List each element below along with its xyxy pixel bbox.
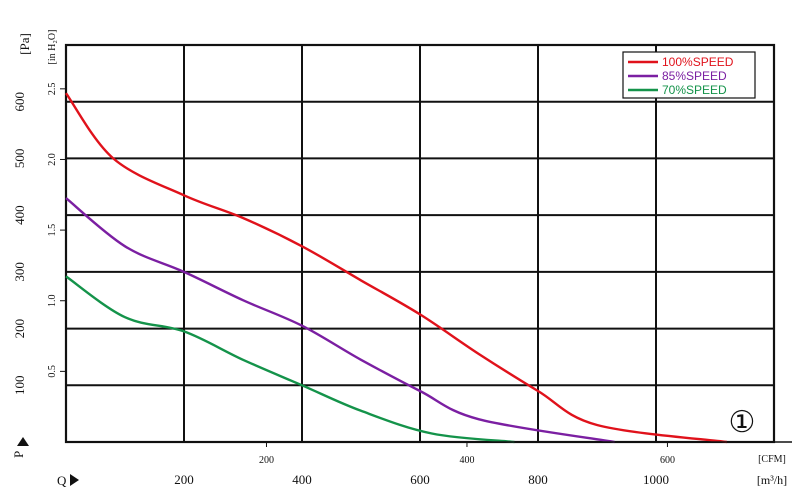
y-axis-letter: P xyxy=(11,451,26,458)
y-tick-label-inh2o: 1.5 xyxy=(47,224,58,237)
y-unit-pa: [Pa] xyxy=(17,33,32,55)
x-tick-label-m3h: 400 xyxy=(292,472,312,487)
y-tick-label-inh2o: 2.0 xyxy=(47,153,58,166)
x-tick-label-m3h: 800 xyxy=(528,472,548,487)
x-tick-label-m3h: 600 xyxy=(410,472,430,487)
chart-curves xyxy=(65,92,727,444)
chart-grid xyxy=(64,43,776,444)
y-tick-label-pa: 600 xyxy=(12,92,27,112)
y-axis-arrow-icon xyxy=(17,437,29,446)
chart-axes: 100 200 300 400 500 600 0.5 1.0 1.5 2.0 2.5 200 400 6… xyxy=(12,83,792,487)
x-tick-label-cfm: 200 xyxy=(259,455,274,466)
y-tick-label-pa: 300 xyxy=(12,262,27,282)
series-line-2 xyxy=(65,275,515,444)
x-axis-arrow-icon xyxy=(70,474,79,486)
y-tick-label-pa: 100 xyxy=(12,376,27,396)
series-line-1 xyxy=(65,197,615,444)
y-unit-inh2o: [in H₂O] xyxy=(47,30,58,65)
series-line-0 xyxy=(65,92,727,444)
y-tick-label-inh2o: 0.5 xyxy=(47,365,58,378)
legend-label-1: 85%SPEED xyxy=(662,69,727,83)
y-tick-label-pa: 500 xyxy=(12,149,27,169)
y-tick-label-pa: 200 xyxy=(12,319,27,339)
x-tick-label-m3h: 200 xyxy=(174,472,194,487)
x-tick-label-m3h: 1000 xyxy=(643,472,669,487)
y-tick-label-pa: 400 xyxy=(12,205,27,225)
legend-label-0: 100%SPEED xyxy=(662,55,734,69)
y-tick-label-inh2o: 1.0 xyxy=(47,294,58,307)
y-tick-label-inh2o: 2.5 xyxy=(47,83,58,96)
legend-label-2: 70%SPEED xyxy=(662,83,727,97)
x-axis-letter: Q xyxy=(57,473,67,488)
x-tick-label-cfm: 600 xyxy=(660,455,675,466)
curve-number-label: ① xyxy=(729,406,756,439)
x-tick-label-cfm: 400 xyxy=(459,455,474,466)
x-unit-m3h: [m³/h] xyxy=(757,473,787,487)
x-unit-cfm: [CFM] xyxy=(758,454,786,465)
